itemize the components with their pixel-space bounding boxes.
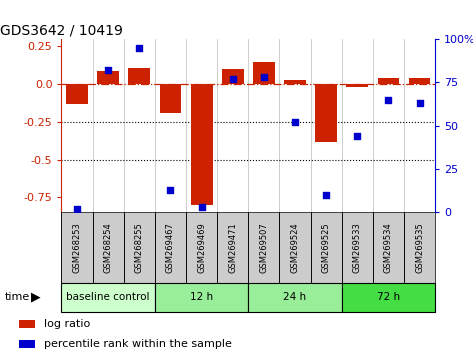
Bar bbox=[129, 68, 150, 84]
Text: GDS3642 / 10419: GDS3642 / 10419 bbox=[0, 24, 123, 38]
Point bbox=[136, 45, 143, 50]
Text: GSM268255: GSM268255 bbox=[135, 222, 144, 273]
Text: GSM269534: GSM269534 bbox=[384, 222, 393, 273]
Bar bbox=[159, 84, 181, 113]
Bar bbox=[222, 69, 244, 84]
Point bbox=[198, 204, 205, 210]
Text: GSM268253: GSM268253 bbox=[72, 222, 81, 273]
Bar bbox=[284, 80, 306, 84]
Bar bbox=[311, 212, 342, 283]
Text: GSM269507: GSM269507 bbox=[259, 222, 268, 273]
Bar bbox=[253, 62, 275, 84]
Text: GSM268254: GSM268254 bbox=[104, 222, 113, 273]
Text: baseline control: baseline control bbox=[66, 292, 150, 302]
Point bbox=[229, 76, 236, 82]
Bar bbox=[248, 283, 342, 312]
Point bbox=[323, 192, 330, 198]
Bar bbox=[280, 212, 311, 283]
Point bbox=[105, 67, 112, 73]
Text: 12 h: 12 h bbox=[190, 292, 213, 302]
Bar bbox=[217, 212, 248, 283]
Text: GSM269471: GSM269471 bbox=[228, 222, 237, 273]
Bar bbox=[404, 212, 435, 283]
Point bbox=[260, 74, 268, 80]
Point bbox=[73, 206, 81, 212]
Bar bbox=[93, 212, 124, 283]
Text: percentile rank within the sample: percentile rank within the sample bbox=[44, 339, 232, 349]
Bar bbox=[373, 212, 404, 283]
Bar bbox=[315, 84, 337, 142]
Bar bbox=[155, 212, 186, 283]
Bar bbox=[66, 84, 88, 104]
Text: GSM269535: GSM269535 bbox=[415, 222, 424, 273]
Bar bbox=[342, 283, 435, 312]
Text: time: time bbox=[5, 292, 30, 302]
Bar bbox=[409, 78, 430, 84]
Bar bbox=[124, 212, 155, 283]
Bar bbox=[346, 84, 368, 87]
Point bbox=[166, 187, 174, 193]
Bar bbox=[19, 340, 35, 348]
Bar bbox=[248, 212, 280, 283]
Bar bbox=[61, 212, 93, 283]
Text: 72 h: 72 h bbox=[377, 292, 400, 302]
Bar bbox=[191, 84, 212, 205]
Bar bbox=[342, 212, 373, 283]
Text: GSM269525: GSM269525 bbox=[322, 222, 331, 273]
Text: 24 h: 24 h bbox=[283, 292, 307, 302]
Bar bbox=[19, 320, 35, 328]
Point bbox=[385, 97, 392, 103]
Text: GSM269467: GSM269467 bbox=[166, 222, 175, 273]
Bar bbox=[97, 70, 119, 84]
Point bbox=[416, 100, 423, 106]
Bar bbox=[61, 283, 155, 312]
Bar bbox=[155, 283, 248, 312]
Point bbox=[291, 119, 299, 125]
Text: log ratio: log ratio bbox=[44, 319, 90, 329]
Bar bbox=[186, 212, 217, 283]
Bar bbox=[377, 78, 399, 84]
Text: GSM269469: GSM269469 bbox=[197, 222, 206, 273]
Text: ▶: ▶ bbox=[31, 291, 40, 304]
Point bbox=[353, 133, 361, 139]
Text: GSM269524: GSM269524 bbox=[290, 222, 299, 273]
Text: GSM269533: GSM269533 bbox=[353, 222, 362, 273]
